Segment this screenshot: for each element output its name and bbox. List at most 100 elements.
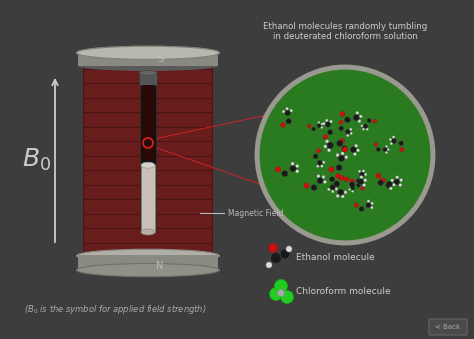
FancyBboxPatch shape [429, 319, 467, 335]
Circle shape [359, 206, 364, 212]
Circle shape [290, 165, 296, 172]
Circle shape [328, 129, 333, 135]
Circle shape [336, 195, 339, 197]
Bar [84, 113, 212, 126]
Circle shape [282, 110, 285, 113]
Circle shape [266, 262, 272, 268]
Circle shape [338, 155, 345, 162]
Circle shape [358, 170, 361, 173]
Circle shape [363, 128, 365, 130]
Circle shape [327, 142, 334, 148]
Circle shape [400, 179, 402, 181]
Circle shape [385, 152, 387, 154]
Text: < Back: < Back [436, 324, 461, 330]
Circle shape [339, 126, 344, 131]
Circle shape [399, 184, 401, 186]
Circle shape [392, 183, 395, 186]
Bar [84, 215, 212, 228]
Bar [84, 185, 212, 199]
Circle shape [277, 290, 284, 297]
Circle shape [360, 176, 363, 178]
Bar [84, 84, 212, 98]
Circle shape [323, 161, 325, 163]
Circle shape [330, 120, 332, 123]
Circle shape [353, 115, 359, 121]
Bar [84, 99, 212, 112]
Circle shape [286, 107, 288, 110]
Circle shape [328, 188, 330, 191]
Circle shape [392, 138, 397, 143]
Ellipse shape [77, 249, 219, 262]
Circle shape [321, 126, 323, 128]
Circle shape [364, 179, 367, 182]
Circle shape [358, 179, 364, 185]
Text: N: N [156, 261, 164, 271]
Ellipse shape [77, 46, 219, 59]
Bar [84, 229, 212, 242]
Bar [84, 142, 212, 156]
Circle shape [311, 185, 317, 191]
Circle shape [340, 112, 345, 117]
Circle shape [386, 182, 392, 188]
Text: Ethanol molecules randomly tumbling
in deuterated chloroform solution: Ethanol molecules randomly tumbling in d… [263, 22, 427, 41]
Circle shape [345, 117, 350, 123]
Ellipse shape [77, 263, 219, 277]
Circle shape [317, 160, 322, 165]
Circle shape [396, 176, 399, 179]
Circle shape [337, 140, 343, 146]
Circle shape [386, 181, 392, 187]
Circle shape [356, 149, 359, 152]
Bar [140, 73, 156, 232]
Ellipse shape [141, 162, 155, 168]
Circle shape [296, 170, 299, 173]
Circle shape [313, 154, 318, 159]
Circle shape [350, 146, 356, 153]
Circle shape [317, 178, 323, 184]
Circle shape [359, 172, 364, 177]
Circle shape [363, 124, 368, 128]
Ellipse shape [139, 71, 157, 76]
Circle shape [341, 195, 344, 198]
Bar [84, 157, 212, 170]
Circle shape [385, 145, 388, 147]
Ellipse shape [77, 46, 219, 59]
Circle shape [346, 129, 350, 134]
Circle shape [339, 120, 343, 124]
Circle shape [337, 189, 344, 195]
Circle shape [336, 174, 340, 178]
Circle shape [389, 138, 392, 141]
Circle shape [350, 128, 352, 131]
Circle shape [371, 202, 374, 204]
Ellipse shape [141, 229, 155, 235]
Circle shape [286, 119, 292, 124]
Circle shape [257, 67, 433, 243]
Circle shape [324, 145, 327, 148]
Circle shape [373, 119, 377, 123]
Circle shape [349, 182, 355, 187]
Bar [78, 52, 218, 66]
Circle shape [317, 149, 321, 153]
Circle shape [356, 112, 359, 114]
Circle shape [341, 152, 344, 155]
Circle shape [342, 147, 347, 152]
Circle shape [344, 191, 347, 194]
Circle shape [390, 142, 392, 145]
Circle shape [365, 173, 367, 176]
Bar [78, 255, 218, 270]
Bar [142, 85, 154, 160]
Circle shape [335, 188, 337, 190]
Bar [84, 69, 212, 83]
Circle shape [349, 188, 351, 190]
Text: S: S [157, 54, 163, 64]
Circle shape [363, 184, 365, 186]
Circle shape [345, 156, 348, 159]
Circle shape [323, 135, 328, 139]
Circle shape [290, 109, 292, 112]
Circle shape [334, 181, 340, 187]
Circle shape [317, 175, 320, 178]
Circle shape [342, 145, 347, 151]
Circle shape [361, 187, 365, 190]
Circle shape [323, 180, 327, 183]
Circle shape [317, 124, 321, 128]
Circle shape [286, 246, 292, 252]
